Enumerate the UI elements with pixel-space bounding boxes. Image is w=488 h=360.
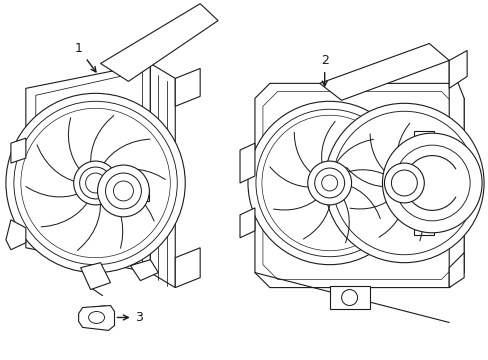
Circle shape [98,165,149,217]
Polygon shape [448,50,466,88]
Polygon shape [254,84,463,288]
Text: 1: 1 [75,42,96,72]
Polygon shape [175,248,200,288]
Text: 3: 3 [117,311,143,324]
Text: 2: 2 [320,54,328,86]
Polygon shape [240,208,254,238]
Circle shape [324,103,483,263]
Polygon shape [448,253,463,288]
Polygon shape [6,220,26,250]
Polygon shape [319,44,448,100]
Circle shape [247,101,410,265]
Polygon shape [130,260,158,280]
Polygon shape [81,263,110,289]
Polygon shape [79,306,114,330]
Polygon shape [175,68,200,106]
Polygon shape [36,71,142,265]
Polygon shape [413,131,433,235]
Polygon shape [329,285,369,310]
Circle shape [384,163,424,203]
Circle shape [74,161,117,205]
Polygon shape [101,4,218,81]
Polygon shape [11,138,26,163]
Polygon shape [26,63,150,273]
Polygon shape [448,60,463,288]
Circle shape [6,93,185,273]
Circle shape [307,161,351,205]
Circle shape [382,133,481,233]
Polygon shape [240,143,254,183]
Polygon shape [150,63,175,288]
